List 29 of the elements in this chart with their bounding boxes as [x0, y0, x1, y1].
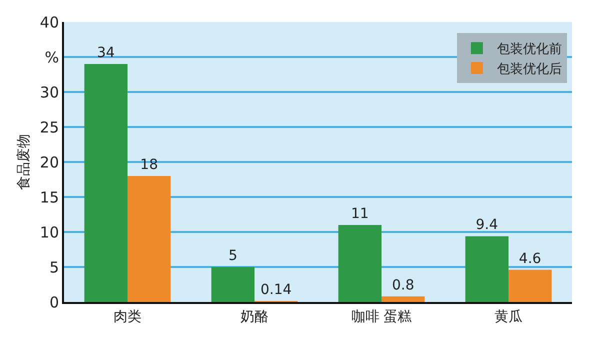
- x-tick-label: 奶酪: [240, 308, 268, 325]
- data-label: 0.14: [260, 282, 292, 298]
- x-tick-label: 肉类: [114, 308, 142, 325]
- y-tick-label: 30: [40, 83, 59, 102]
- bar: [128, 176, 171, 302]
- legend-label: 包装优化前: [496, 42, 562, 58]
- x-tick-label: 黄瓜: [494, 308, 522, 325]
- bar: [84, 64, 128, 302]
- y-tick-label: %: [44, 48, 59, 66]
- legend-label: 包装优化后: [496, 62, 562, 78]
- data-label: 4.6: [518, 250, 542, 267]
- data-label: 5: [228, 248, 238, 264]
- data-label: 0.8: [392, 277, 414, 294]
- y-tick-label: 10: [40, 223, 59, 242]
- y-tick-label: 5: [49, 258, 59, 276]
- bar: [382, 296, 425, 302]
- bar: [508, 270, 552, 302]
- x-tick-label: 咖啡 蛋糕: [351, 308, 412, 325]
- data-label: 11: [350, 206, 369, 222]
- y-tick-label: 15: [40, 188, 59, 206]
- y-tick-label: 25: [40, 118, 59, 136]
- y-tick-label: 0: [49, 293, 59, 312]
- data-label: 9.4: [476, 217, 498, 234]
- bar: [338, 225, 382, 302]
- bar: [211, 267, 254, 302]
- y-tick-label: 40: [40, 13, 59, 32]
- y-tick-label: 20: [40, 153, 59, 172]
- bar: [465, 236, 508, 302]
- y-axis-title: 食品废物: [16, 134, 32, 190]
